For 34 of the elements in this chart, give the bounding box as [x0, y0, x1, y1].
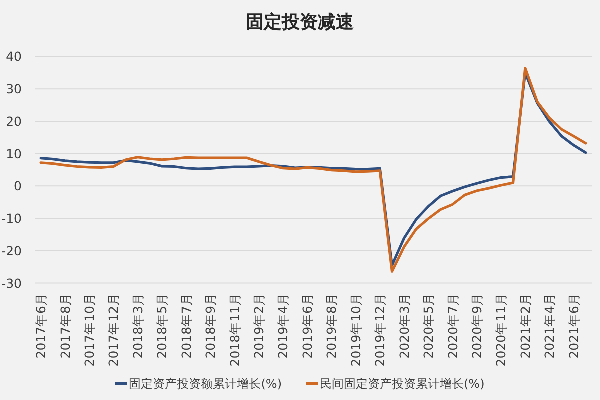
x-tick-label: 2017年8月: [58, 293, 73, 359]
x-tick-label: 2019年2月: [252, 293, 267, 359]
x-tick-label: 2019年4月: [276, 293, 291, 359]
y-tick-label: -10: [2, 211, 22, 226]
x-tick-label: 2019年8月: [324, 293, 340, 359]
y-tick-label: 30: [6, 82, 22, 97]
y-tick-label: 0: [14, 178, 22, 194]
x-tick-label: 2019年6月: [300, 293, 315, 359]
y-tick-label: 10: [6, 146, 22, 162]
x-tick-label: 2018年5月: [154, 293, 170, 359]
title: 固定投资减速: [246, 12, 354, 33]
legend-label: 固定资产投资额累计增长(%): [129, 377, 282, 391]
y-tick-label: -30: [2, 276, 22, 291]
x-tick-label: 2020年7月: [445, 293, 460, 359]
x-tick-label: 2018年11月: [227, 293, 242, 367]
y-tick-label: 20: [6, 114, 22, 129]
y-tick-label: 40: [6, 49, 22, 64]
x-tick-label: 2019年12月: [372, 293, 388, 367]
x-tick-label: 2018年7月: [178, 293, 194, 359]
x-tick-label: 2020年5月: [421, 293, 436, 359]
x-tick-label: 2017年6月: [34, 293, 49, 359]
x-tick-label: 2020年9月: [469, 293, 484, 359]
x-tick-label: 2021年2月: [518, 293, 533, 359]
x-tick-label: 2017年10月: [82, 293, 97, 367]
legend-label: 民间固定资产投资累计增长(%): [320, 377, 485, 391]
x-tick-label: 2020年3月: [396, 293, 412, 359]
x-tick-label: 2021年4月: [542, 293, 558, 359]
y-tick-label: -20: [2, 243, 22, 258]
x-tick-label: 2018年3月: [130, 293, 146, 359]
x-tick-label: 2021年6月: [566, 293, 582, 359]
x-tick-label: 2018年9月: [203, 293, 218, 359]
x-tick-label: 2017年12月: [106, 293, 122, 367]
x-tick-label: 2020年11月: [494, 293, 509, 367]
x-tick-label: 2019年10月: [348, 293, 364, 367]
